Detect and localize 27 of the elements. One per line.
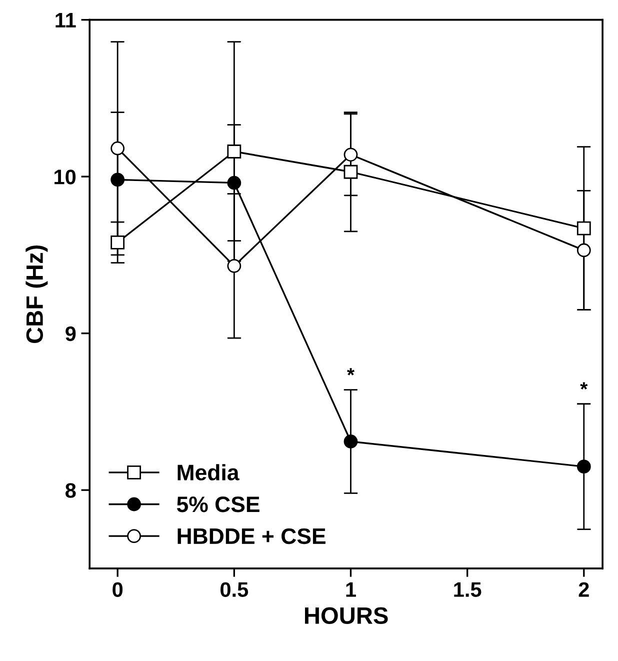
x-tick-label: 1 [346, 582, 356, 597]
x-tick-label: 0.5 [220, 582, 248, 597]
annotation: * [580, 382, 588, 390]
y-tick-label: 8 [65, 483, 76, 498]
annotation: * [347, 368, 355, 376]
point [110, 141, 125, 156]
point [344, 434, 358, 448]
y-tick-label: 9 [66, 326, 76, 342]
point [576, 221, 591, 236]
x-tick-label: 0 [112, 582, 123, 597]
x-tick-label: 2 [578, 582, 589, 597]
x-tick-label: 1.5 [454, 582, 482, 597]
legend-label: HBDDE + CSE [178, 528, 326, 544]
x-axis-title: HOURS [305, 607, 388, 624]
point [227, 176, 242, 190]
point [576, 460, 591, 474]
point [110, 172, 125, 187]
y-axis-title: CBF (Hz) [26, 245, 48, 344]
y-tick-label: 11 [56, 13, 76, 28]
point [227, 258, 242, 273]
point [344, 148, 358, 162]
point [576, 243, 591, 258]
y-tick-label: 10 [54, 170, 76, 184]
point [344, 164, 358, 179]
point [227, 144, 242, 158]
legend-label: 5% CSE [176, 496, 260, 512]
legend-label: Media [178, 464, 240, 480]
